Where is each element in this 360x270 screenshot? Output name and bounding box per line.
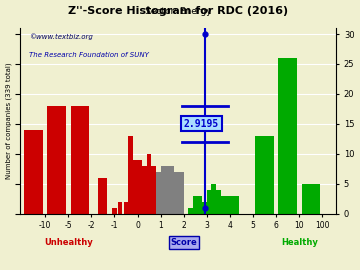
Bar [188,208,193,214]
Bar [193,196,198,214]
Bar [234,196,239,214]
Bar [230,196,234,214]
Bar [112,208,117,214]
Bar [221,196,225,214]
Bar [255,136,274,214]
Text: ©www.textbiz.org: ©www.textbiz.org [29,34,93,40]
Bar [133,160,138,214]
Bar [170,166,175,214]
Bar [202,202,207,214]
Bar [128,136,133,214]
Bar [179,172,184,214]
Text: 2.9195: 2.9195 [184,119,219,129]
Y-axis label: Number of companies (339 total): Number of companies (339 total) [5,63,12,179]
Text: Healthy: Healthy [281,238,318,247]
Bar [123,202,128,214]
Text: Score: Score [170,238,197,247]
Bar [165,166,170,214]
Bar [156,172,161,214]
Bar [71,106,89,214]
Bar [225,196,230,214]
Bar [302,184,320,214]
Bar [118,202,122,214]
Bar [161,166,165,214]
Bar [207,190,211,214]
Text: The Research Foundation of SUNY: The Research Foundation of SUNY [29,52,149,58]
Bar [24,130,43,214]
Bar [98,178,108,214]
Bar [216,190,221,214]
Text: Sector: Energy: Sector: Energy [145,7,211,16]
Text: Unhealthy: Unhealthy [44,238,93,247]
Bar [198,196,202,214]
Title: Z''-Score Histogram for RDC (2016): Z''-Score Histogram for RDC (2016) [68,6,288,16]
Bar [175,172,179,214]
Bar [151,166,156,214]
Bar [147,154,151,214]
Bar [142,166,147,214]
Bar [138,160,142,214]
Bar [48,106,66,214]
Bar [211,184,216,214]
Bar [278,58,297,214]
